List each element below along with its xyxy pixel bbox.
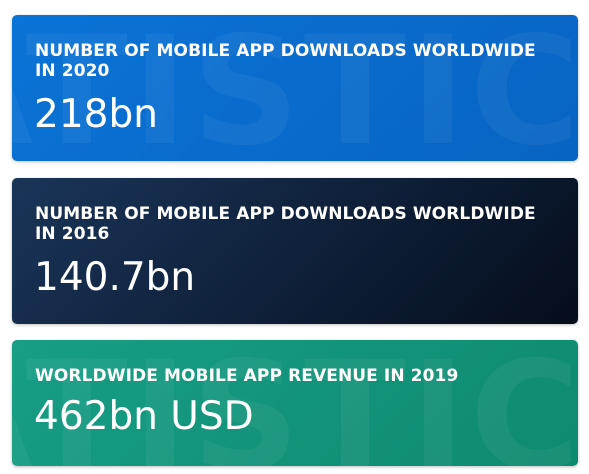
stat-card-value: 140.7bn xyxy=(34,255,196,300)
stat-card-downloads-2016: NUMBER OF MOBILE APP DOWNLOADS WORLDWIDE… xyxy=(12,178,578,324)
stat-card-downloads-2020: ATISTIC NUMBER OF MOBILE APP DOWNLOADS W… xyxy=(12,15,578,161)
stat-card-title: WORLDWIDE MOBILE APP REVENUE IN 2019 xyxy=(35,366,459,386)
stat-card-title: NUMBER OF MOBILE APP DOWNLOADS WORLDWIDE… xyxy=(35,204,536,244)
stat-card-revenue-2019: ATISTIC WORLDWIDE MOBILE APP REVENUE IN … xyxy=(12,340,578,466)
watermark-text: ATISTIC xyxy=(12,15,578,161)
stat-card-value: 462bn USD xyxy=(34,394,254,439)
stat-card-value: 218bn xyxy=(34,92,158,137)
stat-card-title: NUMBER OF MOBILE APP DOWNLOADS WORLDWIDE… xyxy=(35,41,536,81)
